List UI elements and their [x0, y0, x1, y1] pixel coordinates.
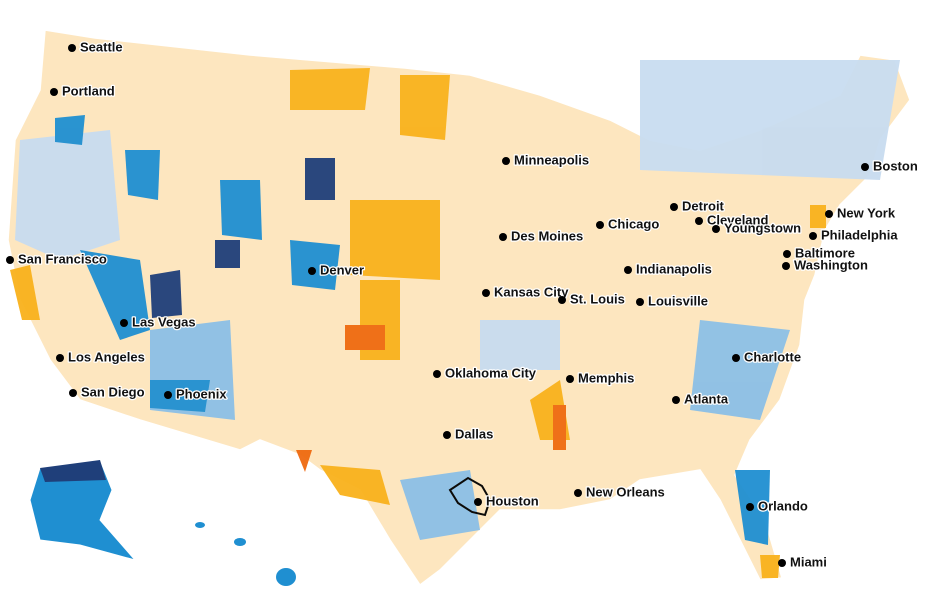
city-dot — [670, 203, 678, 211]
city-dot — [783, 250, 791, 258]
city-label: Las Vegas — [132, 314, 196, 329]
region — [400, 470, 480, 540]
city-dot — [6, 256, 14, 264]
city-dot — [746, 503, 754, 511]
city-dot — [809, 232, 817, 240]
city-label: Houston — [486, 493, 539, 508]
city-dot — [474, 498, 482, 506]
city-label: Detroit — [682, 198, 725, 213]
city-label: New York — [837, 205, 896, 220]
cities: Seattle Portland San Francisco Las Vegas Los… — [6, 38, 919, 571]
region — [480, 320, 560, 370]
region — [15, 130, 120, 260]
region — [640, 60, 900, 180]
region — [220, 180, 262, 240]
city-dot — [566, 375, 574, 383]
city-dot — [433, 370, 441, 378]
city-label: Minneapolis — [514, 152, 589, 167]
city-dot — [69, 389, 77, 397]
houston-outline — [448, 476, 492, 517]
city-dot — [624, 266, 632, 274]
city-label: Cleveland — [707, 212, 768, 227]
city-label: Chicago — [608, 216, 659, 231]
city-dot — [712, 225, 720, 233]
alaska-north — [40, 460, 106, 482]
city-label: Portland — [62, 83, 115, 98]
city-dot — [825, 210, 833, 218]
region — [760, 555, 780, 578]
city-label: Louisville — [648, 293, 708, 308]
city-label: Washington — [794, 257, 868, 272]
alaska — [29, 459, 137, 561]
city-dot — [782, 262, 790, 270]
city-dot — [120, 319, 128, 327]
city-label: San Diego — [81, 384, 145, 399]
city-label: Orlando — [758, 498, 808, 513]
region — [350, 200, 440, 280]
city-dot — [499, 233, 507, 241]
region — [553, 405, 566, 450]
region — [150, 380, 210, 412]
city-dot — [636, 298, 644, 306]
city-label: Charlotte — [744, 349, 801, 364]
city-label: Dallas — [455, 426, 493, 441]
region — [305, 158, 335, 200]
region — [10, 265, 40, 320]
city-label: Miami — [790, 554, 827, 569]
region — [690, 320, 790, 420]
region — [345, 325, 385, 350]
city-label: San Francisco — [18, 251, 107, 266]
city-dot — [502, 157, 510, 165]
city-dot — [732, 354, 740, 362]
hawaii — [234, 538, 246, 546]
city-label: Phoenix — [176, 386, 227, 401]
city-label: St. Louis — [570, 291, 625, 306]
region — [296, 450, 312, 472]
city-dot — [164, 391, 172, 399]
city-label: Memphis — [578, 370, 634, 385]
region — [400, 75, 450, 140]
city-label: Oklahoma City — [445, 365, 537, 380]
region — [810, 205, 826, 228]
city-label: Des Moines — [511, 228, 583, 243]
city-dot — [672, 396, 680, 404]
hawaii — [276, 568, 296, 586]
region — [290, 240, 340, 290]
city-label: Atlanta — [684, 391, 729, 406]
city-dot — [861, 163, 869, 171]
city-dot — [443, 431, 451, 439]
city-dot — [50, 88, 58, 96]
city-label: Baltimore — [795, 245, 855, 260]
city-label: Boston — [873, 158, 918, 173]
region — [150, 270, 182, 318]
region — [320, 465, 390, 505]
city-dot — [596, 221, 604, 229]
city-dot — [574, 489, 582, 497]
city-label: Indianapolis — [636, 261, 712, 276]
city-dot — [695, 217, 703, 225]
city-label: Los Angeles — [68, 349, 145, 364]
hawaii — [195, 522, 205, 528]
city-dot — [482, 289, 490, 297]
city-label: New Orleans — [586, 484, 665, 499]
region — [55, 115, 85, 145]
region — [80, 250, 150, 340]
region — [125, 150, 160, 200]
city-dot — [558, 296, 566, 304]
city-label: Seattle — [80, 39, 123, 54]
city-label: Kansas City — [494, 284, 569, 299]
city-dot — [308, 267, 316, 275]
region — [215, 240, 240, 268]
region — [290, 68, 370, 110]
city-dot — [778, 559, 786, 567]
city-label: Denver — [320, 262, 364, 277]
city-dot — [56, 354, 64, 362]
city-label: Youngstown — [724, 220, 801, 235]
city-dot — [68, 44, 76, 52]
city-label: Philadelphia — [821, 227, 898, 242]
